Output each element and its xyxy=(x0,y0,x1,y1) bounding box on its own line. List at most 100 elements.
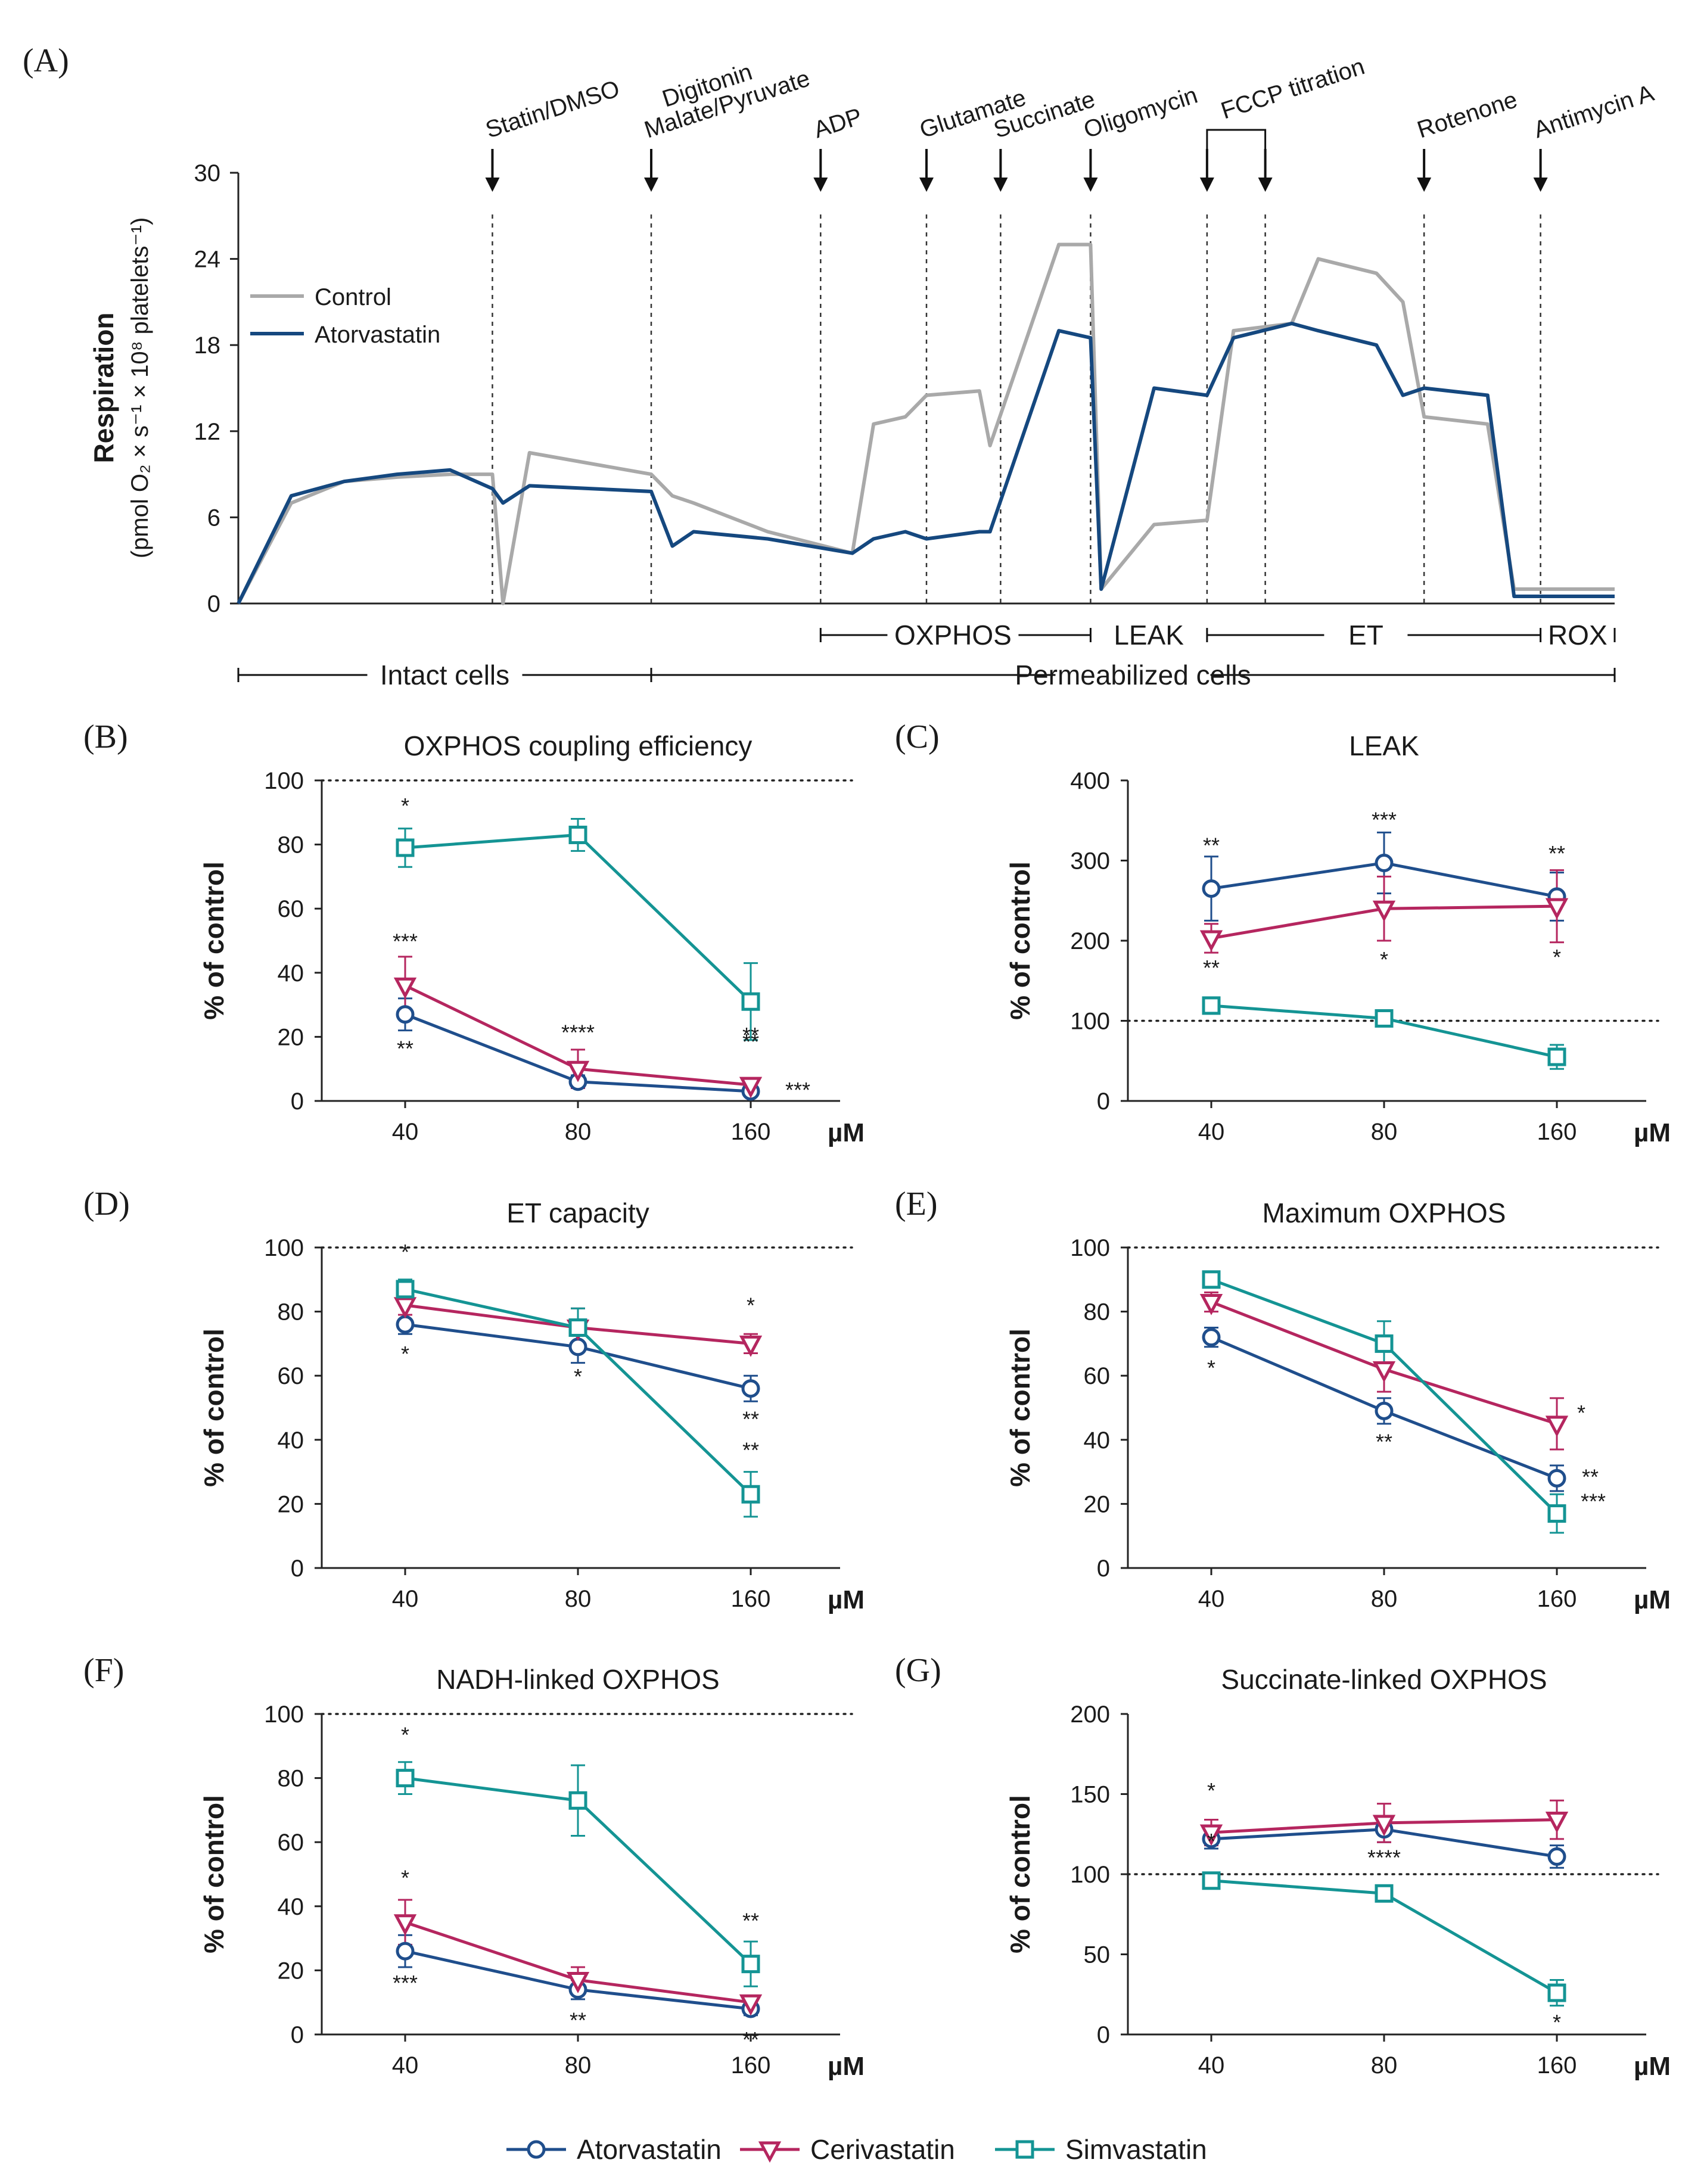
panel-a-respiration-trace: (A) 0 6 12 18 24 30 Respiration (pmol O₂ × s⁻¹ ×… xyxy=(23,42,1657,690)
panel-f-cerivastatin-point xyxy=(566,1972,590,1993)
panel-d-simvastatin-point xyxy=(568,1318,587,1337)
event-label: Statin/DMSO xyxy=(483,76,623,144)
panel-c-ylabel: % of control xyxy=(1005,861,1036,1020)
panel-b-letter: (B) xyxy=(83,718,128,755)
panel-e-x-tick-label: 80 xyxy=(1371,1586,1398,1612)
panel-e-simvastatin-line xyxy=(1211,1278,1558,1515)
panel-f-ylabel: % of control xyxy=(198,1795,229,1953)
event-label: ADP xyxy=(810,103,865,143)
panel-e-simvastatin-point xyxy=(1202,1270,1221,1289)
panel-b-x-tick-label: 160 xyxy=(731,1119,771,1145)
panel-b-x-tick-label: 80 xyxy=(565,1119,592,1145)
panel-g-ylabel: % of control xyxy=(1005,1795,1036,1953)
panel-d-x-unit: µM xyxy=(828,1585,865,1614)
panel-d-ylabel: % of control xyxy=(198,1329,229,1487)
panel-b-y-tick-label: 40 xyxy=(278,960,304,987)
panel-f-atorvastatin-point xyxy=(396,1942,415,1961)
panel-e-cerivastatin-point xyxy=(1545,1415,1569,1438)
panel-d-simvastatin-point xyxy=(741,1485,760,1504)
panel-b-cerivastatin-point xyxy=(739,1077,763,1099)
panel-c-y-tick-label: 300 xyxy=(1070,848,1110,875)
panel-g-succinate-linked-oxphos: (G) Succinate-linked OXPHOS 0 50 100 150 200 % … xyxy=(895,1652,1671,2081)
panel-c-atorvastatin-point xyxy=(1375,854,1394,873)
legend-cerivastatin-marker xyxy=(758,2141,782,2163)
panel-g-atorvastatin-point xyxy=(1547,1847,1566,1866)
panel-e-atorvastatin-point xyxy=(1375,1401,1394,1420)
panel-f-simvastatin-point xyxy=(568,1791,587,1810)
panel-f-x-tick-label: 80 xyxy=(565,2052,592,2079)
panel-a-letter: (A) xyxy=(23,42,69,79)
panel-e-x-tick-label: 40 xyxy=(1198,1586,1225,1612)
panel-a-y-tick-label: 6 xyxy=(207,505,220,531)
legend-cerivastatin-label: Cerivastatin xyxy=(810,2134,955,2165)
panel-f-significance-marker: ** xyxy=(742,1909,759,1933)
phase-leak-label: LEAK xyxy=(1114,620,1184,651)
panel-c-significance-marker: *** xyxy=(1372,808,1397,832)
panel-e-significance-marker: *** xyxy=(1581,1489,1606,1514)
phase-oxphos-bg xyxy=(887,615,1019,649)
panel-e-significance-marker: ** xyxy=(1582,1464,1599,1489)
panel-e-simvastatin-point xyxy=(1547,1504,1566,1523)
panel-e-y-tick-label: 20 xyxy=(1084,1491,1111,1517)
panel-f-significance-marker: ** xyxy=(742,2027,759,2052)
panel-f-x-tick-label: 160 xyxy=(731,2052,771,2079)
panel-g-letter: (G) xyxy=(895,1652,941,1689)
panel-d-significance-marker: * xyxy=(747,1293,755,1317)
event-arrow-head xyxy=(1533,178,1548,192)
panel-f-y-tick-label: 100 xyxy=(264,1701,304,1728)
panel-g-significance-marker: * xyxy=(1207,1829,1215,1853)
panel-b-significance-marker: **** xyxy=(561,1021,595,1045)
panel-d-simvastatin-point xyxy=(396,1280,415,1299)
legend-simvastatin-label: Simvastatin xyxy=(1065,2134,1207,2165)
event-label: Antimycin A xyxy=(1531,80,1658,144)
panel-e-simvastatin-point xyxy=(1375,1334,1394,1353)
panel-b-cerivastatin-point xyxy=(566,1060,590,1082)
panel-b-cerivastatin-point xyxy=(393,977,417,999)
panel-c-significance-marker: ** xyxy=(1203,956,1220,980)
panel-c-y-tick-label: 100 xyxy=(1070,1009,1110,1035)
panel-g-y-tick-label: 50 xyxy=(1084,1942,1111,1968)
panel-f-y-tick-label: 0 xyxy=(291,2022,304,2048)
panel-b-y-tick-label: 20 xyxy=(278,1024,304,1050)
panel-a-ylabel-unit: (pmol O₂ × s⁻¹ × 10⁸ platelets⁻¹) xyxy=(127,217,153,559)
panel-e-y-tick-label: 0 xyxy=(1097,1555,1110,1582)
panel-e-title: Maximum OXPHOS xyxy=(1263,1197,1506,1228)
panel-c-cerivastatin-point xyxy=(1545,898,1569,920)
panel-d-significance-marker: * xyxy=(401,1342,409,1366)
panel-c-cerivastatin-point xyxy=(1372,900,1396,922)
panel-a-y-tick-label: 12 xyxy=(194,419,221,445)
intact-cells-range-label: Intact cells xyxy=(380,659,509,690)
event-arrow-head xyxy=(813,178,828,192)
panel-c-x-unit: µM xyxy=(1634,1118,1671,1147)
permeabilized-cells-range-label-bg xyxy=(1055,655,1211,689)
panel-c-cerivastatin-point xyxy=(1199,930,1223,952)
panel-f-cerivastatin-point xyxy=(393,1914,417,1936)
panel-b-simvastatin-point xyxy=(396,838,415,857)
panel-f-y-tick-label: 60 xyxy=(278,1830,304,1856)
panel-b-significance-marker: * xyxy=(401,794,409,818)
panel-c-y-tick-label: 0 xyxy=(1097,1088,1110,1115)
panel-e-maximum-oxphos: (E) Maximum OXPHOS 0 20 40 60 80 100 % of contro… xyxy=(895,1186,1671,1614)
panel-a-atorvastatin-trace xyxy=(237,322,1615,605)
panel-f-significance-marker: * xyxy=(401,1723,409,1747)
panel-g-cerivastatin-point xyxy=(1372,1815,1396,1837)
panel-e-x-tick-label: 160 xyxy=(1537,1586,1577,1612)
panel-g-x-tick-label: 160 xyxy=(1537,2052,1577,2079)
event-arrow-head xyxy=(644,178,658,192)
figure-legend: Atorvastatin Cerivastatin Simvastatin xyxy=(506,2134,1207,2165)
panel-c-x-tick-label: 80 xyxy=(1371,1119,1398,1145)
panel-e-y-tick-label: 60 xyxy=(1084,1363,1111,1389)
event-label: Oligomycin xyxy=(1081,82,1201,144)
permeabilized-cells-range-label: Permeabilized cells xyxy=(1015,659,1251,690)
panel-f-letter: (F) xyxy=(83,1652,124,1689)
event-arrow-head xyxy=(1199,178,1214,192)
panel-c-leak: (C) LEAK 0 100 200 300 400 % of control 40 80 160 µ… xyxy=(895,718,1671,1147)
panel-c-title: LEAK xyxy=(1349,730,1419,761)
panel-f-simvastatin-point xyxy=(741,1955,760,1974)
legend-atorvastatin-marker xyxy=(527,2140,546,2159)
panel-b-simvastatin-point xyxy=(741,992,760,1011)
phase-leak-bg xyxy=(1101,615,1197,649)
panel-f-y-tick-label: 40 xyxy=(278,1894,304,1920)
panel-d-significance-marker: * xyxy=(401,1240,409,1264)
